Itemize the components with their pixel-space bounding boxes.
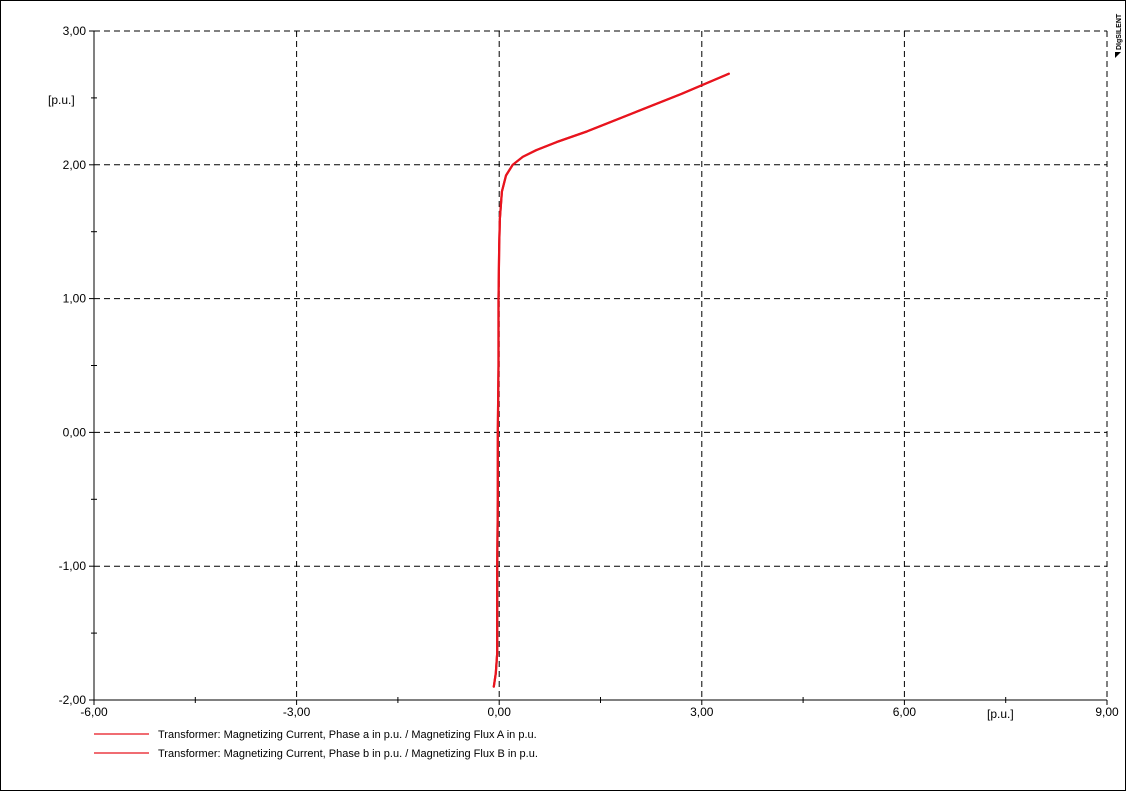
legend-label-0: Transformer: Magnetizing Current, Phase … [158,729,537,741]
y-tick-labels: -2,00 -1,00 0,00 1,00 2,00 3,00 [59,24,87,707]
series-line-1 [492,72,730,688]
x-tick-label-0: -6,00 [80,705,108,719]
minor-ticks [91,97,1007,703]
x-tick-label-4: 6,00 [893,705,917,719]
watermark-text: DIgSILENT [1116,13,1123,50]
y-tick-label-4: 2,00 [63,158,87,172]
legend: Transformer: Magnetizing Current, Phase … [94,729,538,760]
x-tick-label-1: -3,00 [283,705,311,719]
watermark-triangle-icon [1115,52,1121,58]
series-lines [492,72,730,688]
x-tick-label-3: 3,00 [690,705,714,719]
y-tick-label-3: 1,00 [63,292,87,306]
x-tick-label-5: 9,00 [1095,705,1119,719]
x-tick-labels: -6,00 -3,00 0,00 3,00 6,00 9,00 [80,705,1119,719]
y-unit-label: [p.u.] [48,93,75,107]
y-tick-label-1: -1,00 [59,559,87,573]
y-tick-label-5: 3,00 [63,24,87,38]
legend-label-1: Transformer: Magnetizing Current, Phase … [158,748,538,760]
x-unit-label: [p.u.] [987,707,1014,721]
y-tick-label-2: 0,00 [63,425,87,439]
axes [89,30,1108,705]
watermark: DIgSILENT [1115,13,1123,58]
grid-lines [94,30,1108,700]
x-tick-label-2: 0,00 [488,705,512,719]
series-line-0 [492,72,730,688]
y-tick-label-0: -2,00 [59,693,87,707]
